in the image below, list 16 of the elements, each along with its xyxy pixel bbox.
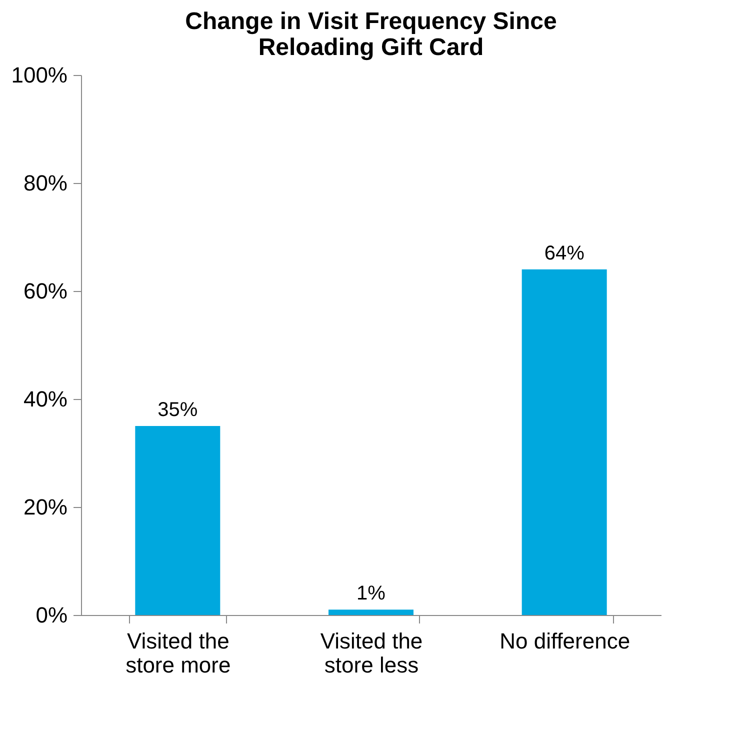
- y-tick-label: 20%: [23, 494, 68, 520]
- y-tick-label: 100%: [11, 62, 68, 88]
- bar: [135, 426, 220, 615]
- y-tick-label: 60%: [23, 278, 68, 304]
- data-label: 64%: [544, 242, 585, 264]
- x-tick-label: No difference: [500, 628, 630, 654]
- x-tick-label: Visited the store more: [126, 628, 231, 678]
- y-tick-label: 80%: [23, 170, 68, 196]
- bar: [522, 269, 607, 615]
- y-tick-label: 40%: [23, 386, 68, 412]
- data-label: 1%: [356, 582, 386, 605]
- bar: [328, 610, 414, 615]
- chart-title: Change in Visit Frequency Since Reloading Gift Card: [185, 8, 557, 61]
- x-tick-label: Visited the store less: [320, 628, 423, 678]
- y-tick-label: 0%: [36, 602, 68, 628]
- data-label: 35%: [158, 399, 198, 421]
